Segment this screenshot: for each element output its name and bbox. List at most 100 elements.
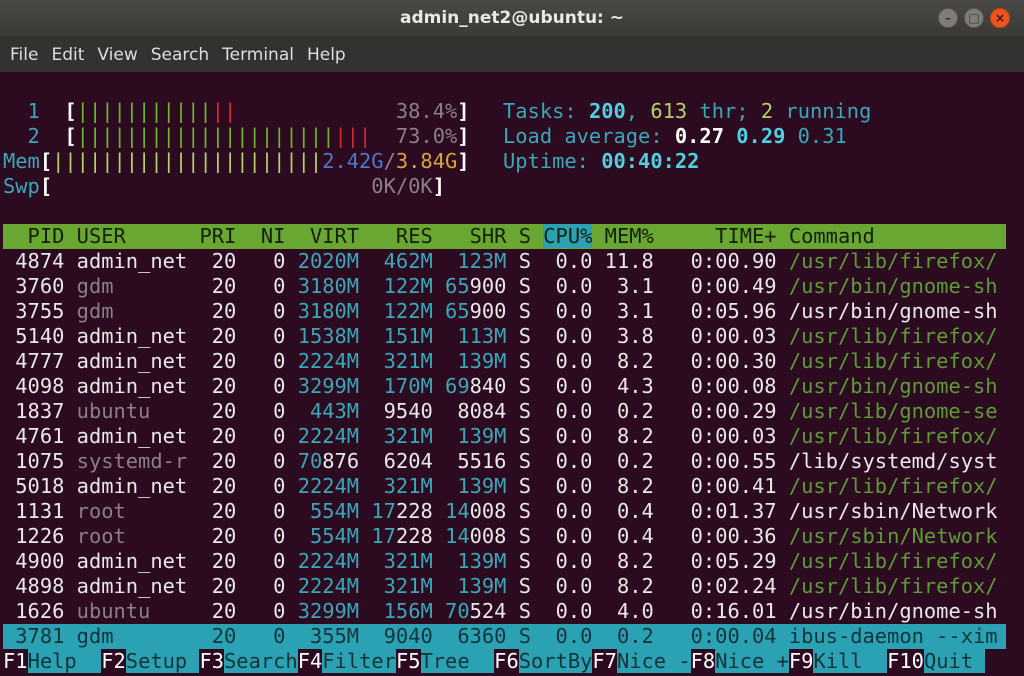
fkey-f9[interactable]: F9	[788, 649, 814, 673]
text	[359, 549, 371, 573]
fkey-label[interactable]: Search	[224, 649, 298, 673]
process-row[interactable]: 4098 admin_net 20 0 3299M 170M 69840 S 0…	[3, 374, 1006, 399]
column-res[interactable]: RES	[371, 224, 433, 248]
text	[359, 499, 371, 523]
column-command[interactable]: Command	[788, 224, 875, 248]
fkey-f10[interactable]: F10	[887, 649, 924, 673]
fkey-label[interactable]: Nice +	[715, 649, 789, 673]
process-row[interactable]: 1075 systemd-r 20 0 70876 6204 5516 S 0.…	[3, 449, 1006, 474]
text	[875, 224, 1024, 248]
process-row[interactable]: 3760 gdm 20 0 3180M 122M 65900 S 0.0 3.1…	[3, 274, 1006, 299]
column-virt[interactable]: VIRT	[297, 224, 360, 248]
cell: 0.2	[604, 624, 654, 648]
time: 0:00.55	[666, 449, 777, 473]
fkey-label[interactable]: Help	[27, 649, 102, 673]
function-key-bar: F1Help F2Setup F3SearchF4FilterF5Tree F6…	[3, 649, 1006, 674]
minimize-button[interactable]: –	[938, 8, 958, 28]
text	[64, 324, 76, 348]
process-row[interactable]: 4761 admin_net 20 0 2224M 321M 139M S 0.…	[3, 424, 1006, 449]
mem-percent: 3.8	[604, 324, 654, 348]
text	[506, 499, 518, 523]
mem-value: 321M	[371, 574, 433, 598]
cell: 3781	[3, 624, 65, 648]
process-row[interactable]: 1226 root 20 0 554M 17228 14008 S 0.0 0.…	[3, 524, 1006, 549]
fkey-label[interactable]: Quit	[923, 649, 986, 673]
process-row[interactable]: 3755 gdm 20 0 3180M 122M 65900 S 0.0 3.1…	[3, 299, 1006, 324]
uptime-label: Uptime:	[503, 149, 602, 173]
column-pid[interactable]: PID	[3, 224, 65, 248]
text	[433, 349, 445, 373]
column-s[interactable]: S	[518, 224, 531, 248]
text	[654, 324, 666, 348]
command: /usr/bin/gnome-sh	[788, 599, 998, 623]
text	[285, 299, 297, 323]
menu-search[interactable]: Search	[150, 45, 210, 65]
text	[285, 474, 297, 498]
process-row[interactable]: 4900 admin_net 20 0 2224M 321M 139M S 0.…	[3, 549, 1006, 574]
process-row[interactable]: 5140 admin_net 20 0 1538M 151M 113M S 0.…	[3, 324, 1006, 349]
cell: ibus-daemon --xim	[788, 624, 998, 648]
text	[64, 449, 76, 473]
process-row[interactable]: 4898 admin_net 20 0 2224M 321M 139M S 0.…	[3, 574, 1006, 599]
menu-bar: File Edit View Search Terminal Help	[0, 36, 1024, 72]
time: 0:05.96	[666, 299, 777, 323]
fkey-label[interactable]: Kill	[813, 649, 888, 673]
fkey-f7[interactable]: F7	[592, 649, 617, 673]
window-title: admin_net2@ubuntu: ~	[399, 8, 625, 28]
maximize-button[interactable]: □	[964, 8, 984, 28]
text	[236, 549, 248, 573]
user: admin_net	[76, 574, 188, 598]
process-row[interactable]: 5018 admin_net 20 0 2224M 321M 139M S 0.…	[3, 474, 1006, 499]
fkey-label[interactable]: SortBy	[518, 649, 593, 673]
fkey-label[interactable]: Tree	[420, 649, 495, 673]
fkey-label[interactable]: Setup	[125, 649, 200, 673]
text: 14	[445, 499, 470, 523]
fkey-label[interactable]: Nice -	[616, 649, 691, 673]
text	[236, 449, 248, 473]
window-title-bar: admin_net2@ubuntu: ~ – □ ×	[0, 0, 1024, 36]
mem-value: 462M	[371, 249, 433, 273]
fkey-f2[interactable]: F2	[101, 649, 126, 673]
process-row[interactable]: 1131 root 20 0 554M 17228 14008 S 0.0 0.…	[3, 499, 1006, 524]
column-time[interactable]: TIME+	[666, 224, 777, 248]
pid: 4761	[3, 424, 65, 448]
mem-value: 8084	[445, 399, 507, 423]
process-row[interactable]: 4777 admin_net 20 0 2224M 321M 139M S 0.…	[3, 349, 1006, 374]
text	[236, 524, 248, 548]
close-button[interactable]: ×	[990, 8, 1010, 28]
fkey-f5[interactable]: F5	[395, 649, 421, 673]
pid: 4874	[3, 249, 65, 273]
column-mem[interactable]: MEM%	[604, 224, 654, 248]
menu-help[interactable]: Help	[306, 45, 346, 65]
column-pri[interactable]: PRI	[199, 224, 237, 248]
fkey-f3[interactable]: F3	[199, 649, 225, 673]
text	[187, 449, 199, 473]
menu-view[interactable]: View	[97, 45, 138, 65]
fkey-label[interactable]: Filter	[322, 649, 396, 673]
text	[592, 274, 604, 298]
column-user[interactable]: USER	[76, 224, 188, 248]
menu-file[interactable]: File	[10, 45, 39, 65]
text	[64, 274, 76, 298]
fkey-f8[interactable]: F8	[690, 649, 716, 673]
fkey-f4[interactable]: F4	[297, 649, 323, 673]
column-cpu[interactable]: CPU%	[543, 224, 593, 248]
menu-terminal[interactable]: Terminal	[222, 45, 294, 65]
text	[433, 624, 445, 648]
text: 65	[445, 299, 470, 323]
column-shr[interactable]: SHR	[445, 224, 507, 248]
mem-value: 122M	[371, 299, 433, 323]
terminal[interactable]: 1 [||||||||||||| 38.4%] 2 [|||||||||||||…	[0, 72, 1024, 676]
fkey-f6[interactable]: F6	[494, 649, 519, 673]
process-row[interactable]: 1626 ubuntu 20 0 3299M 156M 70524 S 0.0 …	[3, 599, 1006, 624]
process-row[interactable]: 4874 admin_net 20 0 2020M 462M 123M S 0.…	[3, 249, 1006, 274]
column-ni[interactable]: NI	[248, 224, 286, 248]
menu-edit[interactable]: Edit	[51, 45, 85, 65]
fkey-f1[interactable]: F1	[3, 649, 28, 673]
text	[531, 449, 543, 473]
selected-process-row[interactable]: 3781 gdm 20 0 355M 9040 6360 S 0.0 0.2 0…	[3, 624, 1006, 649]
bracket: ]	[457, 99, 470, 123]
text	[506, 349, 518, 373]
process-row[interactable]: 1837 ubuntu 20 0 443M 9540 8084 S 0.0 0.…	[3, 399, 1006, 424]
text	[531, 549, 543, 573]
